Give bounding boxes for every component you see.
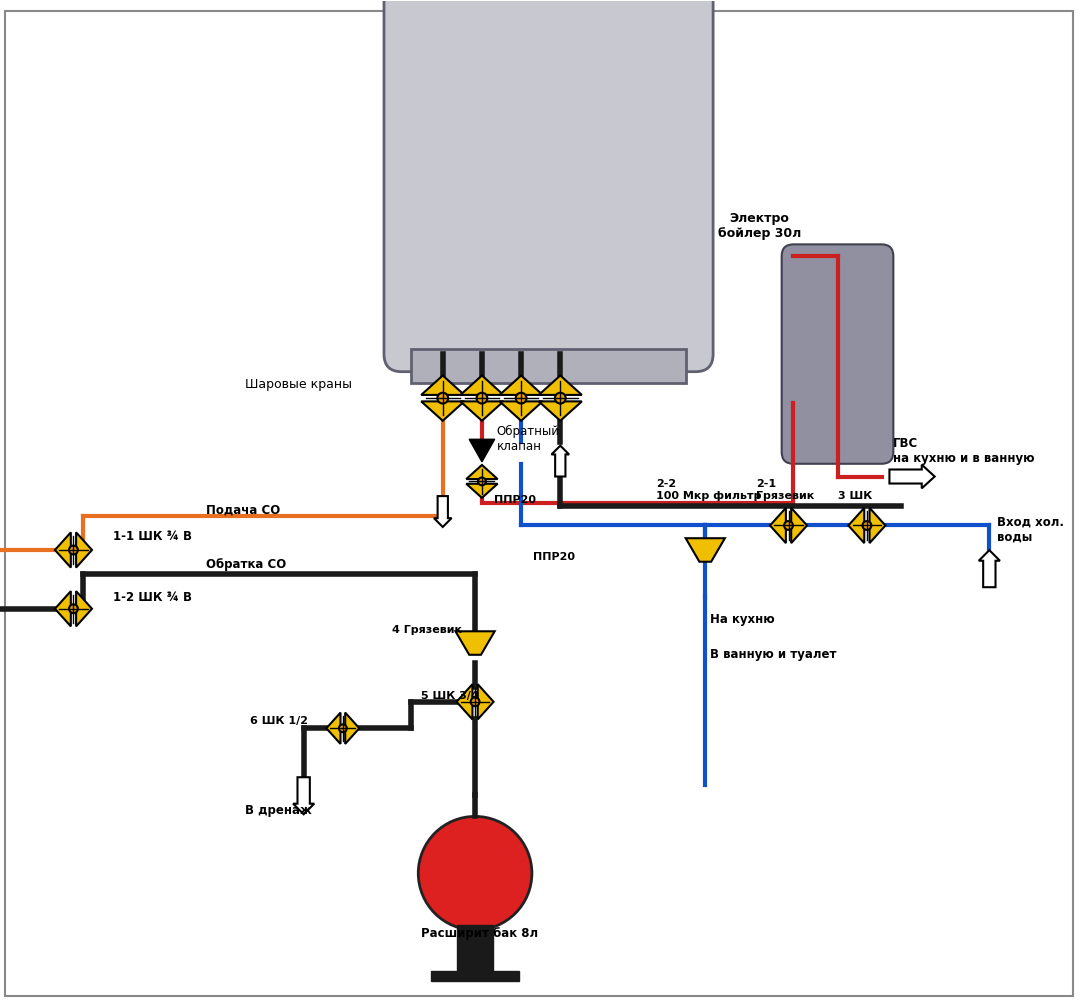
Polygon shape [467,484,498,498]
Text: Обратный
клапан: Обратный клапан [497,425,559,453]
Circle shape [69,545,78,554]
Text: Электро
бойлер 30л: Электро бойлер 30л [717,211,800,239]
Polygon shape [477,684,494,719]
Text: 2-1
Грязевик: 2-1 Грязевик [756,479,814,501]
Polygon shape [76,532,92,567]
Circle shape [516,393,527,404]
Text: 4 Грязевик: 4 Грязевик [392,625,462,635]
FancyArrow shape [434,496,451,527]
Polygon shape [421,376,464,395]
Circle shape [69,604,78,613]
Text: Подача СО: Подача СО [205,504,280,517]
Text: Расширит бак 8л: Расширит бак 8л [421,927,538,940]
Circle shape [476,393,487,404]
FancyArrow shape [978,550,1000,587]
Bar [431,971,519,981]
Polygon shape [76,591,92,626]
Text: На кухню: На кухню [711,613,774,626]
Polygon shape [467,465,498,479]
Text: В дренаж: В дренаж [245,805,312,818]
Polygon shape [55,591,71,626]
Circle shape [437,393,448,404]
Polygon shape [457,684,472,719]
Polygon shape [539,376,582,395]
Text: 6 ШК 1/2: 6 ШК 1/2 [249,716,308,726]
Text: В ванную и туалет: В ванную и туалет [711,647,837,660]
FancyArrow shape [293,778,314,815]
Circle shape [555,393,566,404]
Text: 1-2 ШК ¾ В: 1-2 ШК ¾ В [112,591,191,604]
Polygon shape [500,402,542,421]
Polygon shape [770,508,786,543]
Polygon shape [460,402,503,421]
Circle shape [784,521,793,530]
Polygon shape [421,402,464,421]
Text: 2-2
100 Мкр фильтр: 2-2 100 Мкр фильтр [657,479,761,501]
Polygon shape [500,376,542,395]
Polygon shape [326,712,340,743]
Text: 1-1 ШК ¾ В: 1-1 ШК ¾ В [112,530,191,543]
FancyArrow shape [552,446,569,477]
Polygon shape [539,402,582,421]
Polygon shape [55,532,71,567]
Polygon shape [460,376,503,395]
FancyArrow shape [890,465,934,488]
Text: 5 ШК 3/4: 5 ШК 3/4 [421,690,478,700]
Circle shape [339,724,347,732]
Bar [411,349,686,384]
Bar [458,925,492,974]
Text: ГВС
на кухню и в ванную: ГВС на кухню и в ванную [893,437,1035,465]
Text: Шаровые краны: Шаровые краны [245,379,352,392]
Circle shape [863,521,872,530]
Circle shape [478,478,486,485]
Polygon shape [849,508,864,543]
FancyBboxPatch shape [384,0,713,372]
Polygon shape [346,712,360,743]
Circle shape [471,697,480,706]
Text: 3 ШК: 3 ШК [837,491,872,501]
Polygon shape [686,538,725,562]
Polygon shape [869,508,886,543]
Text: ППР20: ППР20 [532,552,575,562]
Text: Вход хол.
воды: Вход хол. воды [997,515,1064,543]
Text: Обратка СО: Обратка СО [205,557,286,570]
Polygon shape [469,439,495,462]
Text: ППР20: ППР20 [494,495,536,505]
Polygon shape [792,508,807,543]
Polygon shape [456,631,495,654]
Circle shape [418,817,531,930]
FancyBboxPatch shape [782,244,893,464]
